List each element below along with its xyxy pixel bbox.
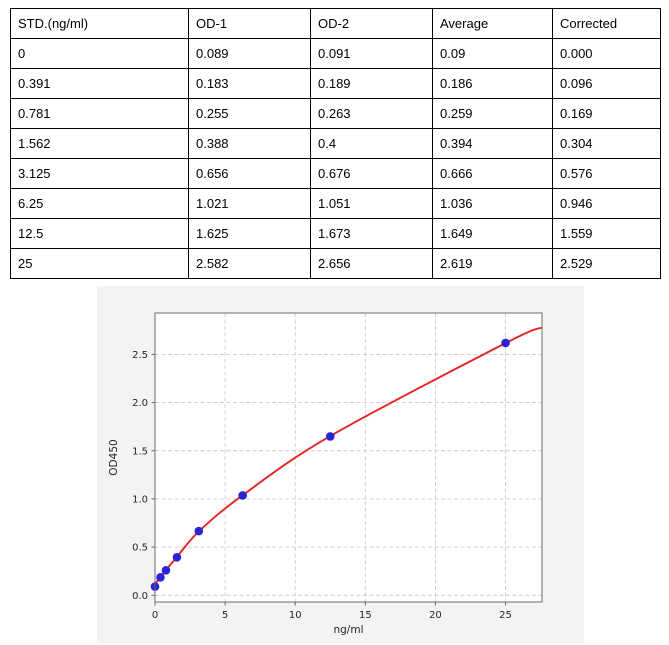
table-cell: 1.559 <box>552 218 661 249</box>
table-cell: 0.656 <box>188 158 311 189</box>
table-cell: 0.089 <box>188 38 311 69</box>
table-cell: 2.582 <box>188 248 311 279</box>
table-cell: 0.304 <box>552 128 661 159</box>
table-row: 25 2.582 2.656 2.619 2.529 <box>10 248 661 279</box>
table-cell: 0.946 <box>552 188 661 219</box>
y-tick-label: 0.0 <box>132 591 148 602</box>
standard-curve-figure: 0 5 10 15 20 25 0.0 0.5 1.0 1.5 2.0 2.5 ng/ml OD450 <box>97 286 584 643</box>
table-cell: 1.673 <box>310 218 433 249</box>
table-row: 1.562 0.388 0.4 0.394 0.304 <box>10 128 661 159</box>
data-point <box>238 491 247 500</box>
standard-curve-chart: 0 5 10 15 20 25 0.0 0.5 1.0 1.5 2.0 2.5 ng/ml OD450 <box>108 312 543 636</box>
table-cell: 1.021 <box>188 188 311 219</box>
table-cell: 6.25 <box>10 188 189 219</box>
table-row: 12.5 1.625 1.673 1.649 1.559 <box>10 218 661 249</box>
table-cell: 0.388 <box>188 128 311 159</box>
y-axis-label: OD450 <box>108 439 120 475</box>
plot-area <box>155 313 542 602</box>
table-cell: 0.183 <box>188 68 311 99</box>
table-cell: 0.391 <box>10 68 189 99</box>
y-tick-label: 2.0 <box>132 398 148 409</box>
column-header: Corrected <box>552 8 661 39</box>
table-cell: 1.051 <box>310 188 433 219</box>
table-header-row: STD.(ng/ml) OD-1 OD-2 Average Corrected <box>10 8 661 39</box>
table-cell: 25 <box>10 248 189 279</box>
x-tick-label: 5 <box>222 610 228 621</box>
x-axis-label: ng/ml <box>333 624 363 636</box>
data-point <box>172 553 182 562</box>
table-cell: 0.096 <box>552 68 661 99</box>
table-cell: 2.619 <box>432 248 553 279</box>
x-tick-label: 0 <box>152 610 158 621</box>
column-header: OD-1 <box>188 8 311 39</box>
table-cell: 2.656 <box>310 248 433 279</box>
table-row: 6.25 1.021 1.051 1.036 0.946 <box>10 188 661 219</box>
data-point <box>194 526 204 536</box>
table-cell: 0.000 <box>552 38 661 69</box>
table-cell: 0.666 <box>432 158 553 189</box>
y-tick-label: 2.5 <box>132 350 148 361</box>
table-row: 0.781 0.255 0.263 0.259 0.169 <box>10 98 661 129</box>
table-cell: 0.4 <box>310 128 433 159</box>
table-cell: 0.676 <box>310 158 433 189</box>
x-tick-label: 10 <box>289 610 302 621</box>
data-point <box>325 432 335 441</box>
column-header: OD-2 <box>310 8 433 39</box>
x-tick-label: 25 <box>499 610 512 621</box>
table-cell: 1.562 <box>10 128 189 159</box>
table-cell: 12.5 <box>10 218 189 249</box>
table-cell: 1.036 <box>432 188 553 219</box>
table-cell: 0.186 <box>432 68 553 99</box>
table-cell: 0.259 <box>432 98 553 129</box>
table-cell: 0.091 <box>310 38 433 69</box>
column-header: Average <box>432 8 553 39</box>
table-row: 0.391 0.183 0.189 0.186 0.096 <box>10 68 661 99</box>
standards-table: STD.(ng/ml) OD-1 OD-2 Average Corrected 0 0.0… <box>10 8 661 279</box>
table-cell: 0.576 <box>552 158 661 189</box>
table-row: 3.125 0.656 0.676 0.666 0.576 <box>10 158 661 189</box>
x-tick-label: 20 <box>429 610 442 621</box>
table-cell: 0.781 <box>10 98 189 129</box>
table-cell: 3.125 <box>10 158 189 189</box>
x-tick-label: 15 <box>359 610 372 621</box>
y-tick-label: 0.5 <box>132 543 148 554</box>
table-cell: 1.625 <box>188 218 311 249</box>
axes-spines <box>154 312 543 603</box>
data-point <box>156 573 165 582</box>
table-cell: 0.09 <box>432 38 553 69</box>
table-cell: 1.649 <box>432 218 553 249</box>
y-tick-label: 1.0 <box>132 494 148 505</box>
table-cell: 0.394 <box>432 128 553 159</box>
table-cell: 0 <box>10 38 189 69</box>
table-cell: 0.189 <box>310 68 433 99</box>
table-row: 0 0.089 0.091 0.09 0.000 <box>10 38 661 69</box>
table-cell: 0.255 <box>188 98 311 129</box>
table-cell: 2.529 <box>552 248 661 279</box>
column-header: STD.(ng/ml) <box>10 8 189 39</box>
y-tick-label: 1.5 <box>132 446 148 457</box>
table-cell: 0.169 <box>552 98 661 129</box>
data-point <box>501 338 510 348</box>
data-point <box>161 566 171 575</box>
table-cell: 0.263 <box>310 98 433 129</box>
